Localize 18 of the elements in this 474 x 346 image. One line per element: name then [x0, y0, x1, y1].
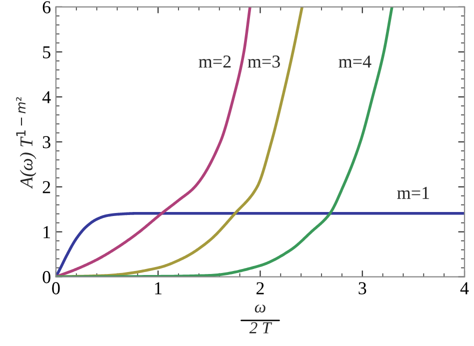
x-tick-label: 4 — [460, 282, 469, 294]
y-tick-label: 1 — [44, 226, 50, 238]
x-tick-label: 2 — [256, 282, 264, 294]
series-label: m=4 — [338, 56, 372, 68]
y-axis-title: A(ω) T$^{1−m²}$ — [16, 97, 36, 189]
y-tick-label: 5 — [43, 46, 50, 58]
x-tick-label: 1 — [155, 282, 162, 294]
x-axis-title: ω 2 T — [249, 304, 272, 334]
series-label: m=3 — [248, 56, 280, 68]
y-tick-label: 2 — [42, 181, 50, 194]
series-label: m=2 — [198, 56, 231, 68]
series-label: m=1 — [397, 186, 429, 199]
y-tick-label: 4 — [42, 91, 51, 104]
x-tick-label: 0 — [52, 282, 60, 294]
y-tick-label: 0 — [42, 271, 50, 284]
x-tick-label: 3 — [358, 282, 366, 294]
y-tick-label: 3 — [42, 136, 50, 148]
y-tick-label: 6 — [42, 1, 51, 14]
